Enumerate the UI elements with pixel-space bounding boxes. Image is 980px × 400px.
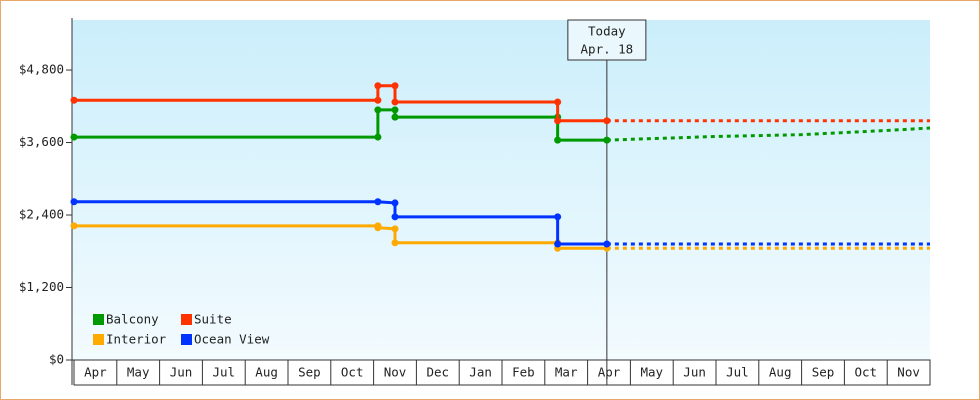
today-label: Today bbox=[588, 24, 626, 39]
point bbox=[374, 133, 382, 141]
x-tick-label: Mar bbox=[555, 365, 578, 380]
point bbox=[391, 98, 399, 106]
legend-swatch bbox=[181, 314, 192, 325]
y-tick-label: $3,600 bbox=[19, 134, 64, 149]
x-tick-label: Jun bbox=[170, 365, 193, 380]
point bbox=[603, 117, 611, 125]
x-tick-label: Aug bbox=[769, 365, 792, 380]
point bbox=[554, 98, 562, 106]
x-tick-label: Sep bbox=[812, 365, 835, 380]
point bbox=[374, 198, 382, 206]
legend-label: Balcony bbox=[106, 312, 159, 327]
point bbox=[70, 222, 78, 230]
x-tick-label: May bbox=[641, 365, 664, 380]
x-tick-label: Jul bbox=[726, 365, 749, 380]
legend-swatch bbox=[93, 314, 104, 325]
point bbox=[374, 224, 382, 232]
point bbox=[70, 133, 78, 141]
y-tick-label: $0 bbox=[49, 352, 64, 367]
today-box bbox=[567, 19, 647, 61]
point bbox=[374, 96, 382, 104]
point bbox=[554, 136, 562, 144]
x-tick-label: Jun bbox=[683, 365, 706, 380]
x-tick-label: Jul bbox=[213, 365, 236, 380]
point bbox=[391, 239, 399, 247]
today-label: Apr. 18 bbox=[581, 42, 634, 57]
x-tick-label: Apr bbox=[598, 365, 621, 380]
legend-swatch bbox=[93, 334, 104, 345]
plot-area bbox=[72, 20, 930, 360]
point bbox=[391, 113, 399, 121]
x-tick-label: Nov bbox=[897, 365, 920, 380]
x-tick-label: Nov bbox=[384, 365, 407, 380]
point bbox=[391, 199, 399, 207]
x-tick-label: Dec bbox=[427, 365, 450, 380]
point bbox=[554, 117, 562, 125]
legend-label: Interior bbox=[106, 332, 167, 347]
point bbox=[603, 136, 611, 144]
point bbox=[374, 106, 382, 114]
x-tick-label: Aug bbox=[255, 365, 278, 380]
x-tick-label: Oct bbox=[341, 365, 364, 380]
forecast-line bbox=[606, 126, 931, 142]
x-tick-label: Apr bbox=[84, 365, 107, 380]
point bbox=[391, 225, 399, 233]
legend-label: Ocean View bbox=[194, 332, 270, 347]
point bbox=[374, 82, 382, 90]
y-tick-label: $2,400 bbox=[19, 207, 64, 222]
x-tick-label: May bbox=[127, 365, 150, 380]
legend-label: Suite bbox=[194, 312, 232, 327]
x-tick-label: Feb bbox=[512, 365, 535, 380]
x-tick-label: Oct bbox=[855, 365, 878, 380]
point bbox=[554, 213, 562, 221]
x-tick-label: Jan bbox=[469, 365, 492, 380]
y-tick-label: $1,200 bbox=[19, 279, 64, 294]
point bbox=[391, 82, 399, 90]
point bbox=[391, 213, 399, 221]
point bbox=[554, 240, 562, 248]
point bbox=[603, 240, 611, 248]
series-line bbox=[74, 108, 607, 142]
point bbox=[391, 106, 399, 114]
point bbox=[70, 198, 78, 206]
x-tick-label: Sep bbox=[298, 365, 321, 380]
y-tick-label: $4,800 bbox=[19, 62, 64, 77]
legend-swatch bbox=[181, 334, 192, 345]
point bbox=[70, 96, 78, 104]
